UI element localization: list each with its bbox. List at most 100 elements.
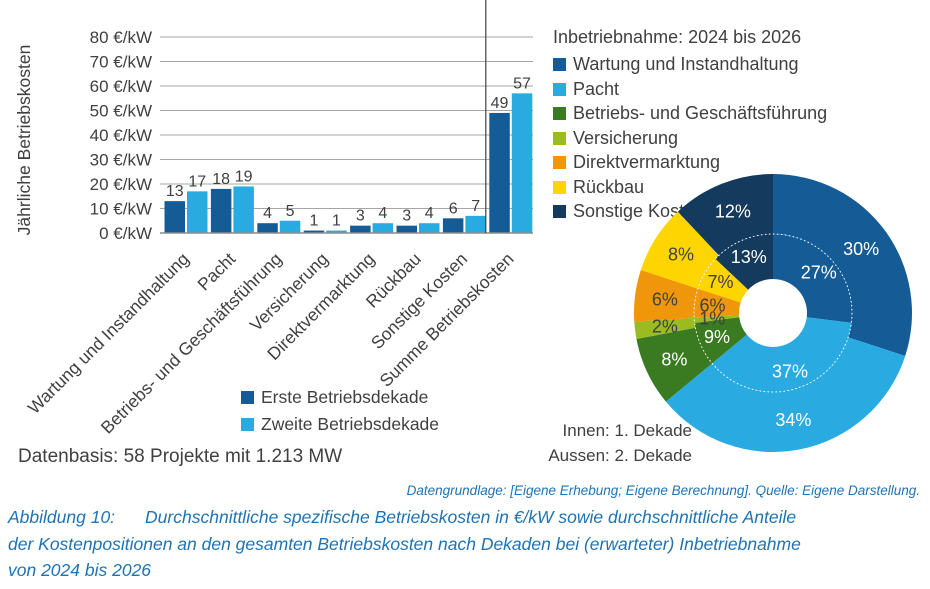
ring-boundary-dashed-circle xyxy=(693,233,853,393)
pie-percent-label: 37% xyxy=(772,362,808,382)
bar xyxy=(303,230,325,233)
legend-label: Versicherung xyxy=(573,127,679,148)
bar xyxy=(350,225,371,233)
caption-line-1: Abbildung 10: Durchschnittliche spezifisc… xyxy=(8,504,924,531)
pie-slice-outer xyxy=(636,327,713,402)
y-tick-label: 30 €/kW xyxy=(90,151,152,170)
pie-percent-label: 30% xyxy=(843,239,879,259)
source-note: Datengrundlage: [Eigene Erhebung; Eigene… xyxy=(406,483,920,498)
legend-swatch xyxy=(553,180,566,194)
bar-value-label: 4 xyxy=(263,205,272,222)
bar xyxy=(279,220,301,233)
bar xyxy=(233,186,254,233)
bar-value-label: 18 xyxy=(212,171,230,188)
legend-label: Wartung und Instandhaltung xyxy=(573,54,799,74)
bar xyxy=(489,112,510,233)
pie-percent-label: 9% xyxy=(704,327,730,347)
donut-chart: 30%34%8%2%6%8%12%27%37%9%1%6%7%13% xyxy=(634,174,912,452)
pie-percent-label: 6% xyxy=(699,295,725,315)
pie-slice-inner xyxy=(773,234,852,323)
legend-label: Erste Betriebsdekade xyxy=(261,387,429,407)
legend-swatch xyxy=(553,58,566,71)
legend-label: Betriebs- und Geschäftsführung xyxy=(573,103,828,123)
pie-slice-outer xyxy=(634,317,696,340)
legend-label: Direktvermarktung xyxy=(573,152,721,172)
pie-slice-inner xyxy=(694,317,747,364)
bar xyxy=(187,191,208,233)
pie-slice-inner xyxy=(715,234,773,290)
pie-percent-label: 8% xyxy=(668,245,694,265)
bar xyxy=(257,223,278,233)
bar xyxy=(164,201,185,233)
pie-slice-outer xyxy=(773,174,912,356)
legend-swatch xyxy=(553,131,566,145)
ring-note-outer: Aussen: 2. Dekade xyxy=(548,446,692,465)
pie-percent-label: 7% xyxy=(707,272,733,292)
caption-line-2: der Kostenpositionen an den gesamten Bet… xyxy=(8,533,801,554)
figure-caption: Abbildung 10: Durchschnittliche spezifisc… xyxy=(8,504,924,584)
legend-swatch xyxy=(553,82,566,96)
ring-note: Innen: 1. Dekade Aussen: 2. Dekade xyxy=(548,418,692,468)
bar-value-label: 4 xyxy=(425,205,434,222)
pie-percent-label: 1% xyxy=(699,309,725,329)
pie-slice-inner xyxy=(694,288,741,318)
bar xyxy=(511,93,533,233)
cost-category-legend: Inbetriebnahme: 2024 bis 2026 Wartung un… xyxy=(553,27,827,224)
bar-value-label: 4 xyxy=(378,205,387,222)
pie-percent-label: 2% xyxy=(652,317,678,337)
data-basis-note: Datenbasis: 58 Projekte mit 1.213 MW xyxy=(18,446,343,467)
y-tick-label: 0 €/kW xyxy=(99,224,152,243)
y-tick-label: 50 €/kW xyxy=(90,102,152,121)
bar-value-label: 57 xyxy=(513,75,531,92)
ring-note-inner: Innen: 1. Dekade xyxy=(562,421,692,440)
legend-item: Zweite Betriebsdekade xyxy=(241,411,439,438)
legend-swatch xyxy=(241,418,254,431)
pie-slice-inner xyxy=(712,317,852,392)
pie-percent-label: 6% xyxy=(652,289,678,309)
bar-value-label: 3 xyxy=(402,208,411,225)
y-tick-label: 70 €/kW xyxy=(90,53,152,72)
bar-value-label: 3 xyxy=(356,208,365,225)
legend-item: Erste Betriebsdekade xyxy=(241,384,439,411)
legend-swatch xyxy=(553,156,566,169)
legend-label: Rückbau xyxy=(573,176,645,197)
legend-title: Inbetriebnahme: 2024 bis 2026 xyxy=(553,27,802,47)
pie-slice-inner xyxy=(697,258,749,303)
pie-slice-outer xyxy=(677,174,773,256)
series-legend: Erste Betriebsdekade Zweite Betriebsdekad… xyxy=(241,384,439,438)
pie-percent-label: 27% xyxy=(801,263,837,283)
legend-item: Sonstige Kosten xyxy=(553,199,827,224)
pie-percent-label: 12% xyxy=(715,202,751,222)
bar xyxy=(210,188,232,233)
bar-value-label: 13 xyxy=(166,183,184,200)
pie-percent-label: 13% xyxy=(731,247,767,267)
y-tick-label: 10 €/kW xyxy=(90,200,152,219)
pie-percent-label: 34% xyxy=(775,410,811,430)
legend-label: Pacht xyxy=(573,78,620,99)
legend-label: Zweite Betriebsdekade xyxy=(261,414,440,434)
legend-swatch xyxy=(553,107,566,120)
pie-slice-outer xyxy=(665,337,906,452)
bar-value-label: 5 xyxy=(286,203,295,220)
legend-item: Betriebs- und Geschäftsführung xyxy=(553,101,827,126)
bar xyxy=(465,215,486,233)
y-tick-label: 60 €/kW xyxy=(90,77,152,96)
category-label: Wartung und Instandhaltung xyxy=(24,249,193,418)
legend-swatch xyxy=(241,391,254,404)
legend-swatch xyxy=(553,205,566,218)
y-tick-label: 40 €/kW xyxy=(90,126,152,145)
bar xyxy=(396,225,417,233)
legend-item: Pacht xyxy=(553,77,827,102)
pie-slice-inner xyxy=(694,315,740,323)
bar-value-label: 6 xyxy=(449,200,458,217)
y-tick-label: 20 €/kW xyxy=(90,175,152,194)
caption-line-3: von 2024 bis 2026 xyxy=(8,560,152,580)
bar-chart: 0 €/kW 10 €/kW 20 €/kW 30 €/kW 40 €/kW 50 €/k… xyxy=(14,0,533,438)
legend-item: Wartung und Instandhaltung xyxy=(553,52,827,77)
legend-item: Versicherung xyxy=(553,126,827,151)
bar-value-label: 1 xyxy=(309,213,318,230)
bar-value-label: 7 xyxy=(471,198,480,215)
bar-value-label: 17 xyxy=(188,173,206,190)
bar-value-label: 1 xyxy=(332,213,341,230)
